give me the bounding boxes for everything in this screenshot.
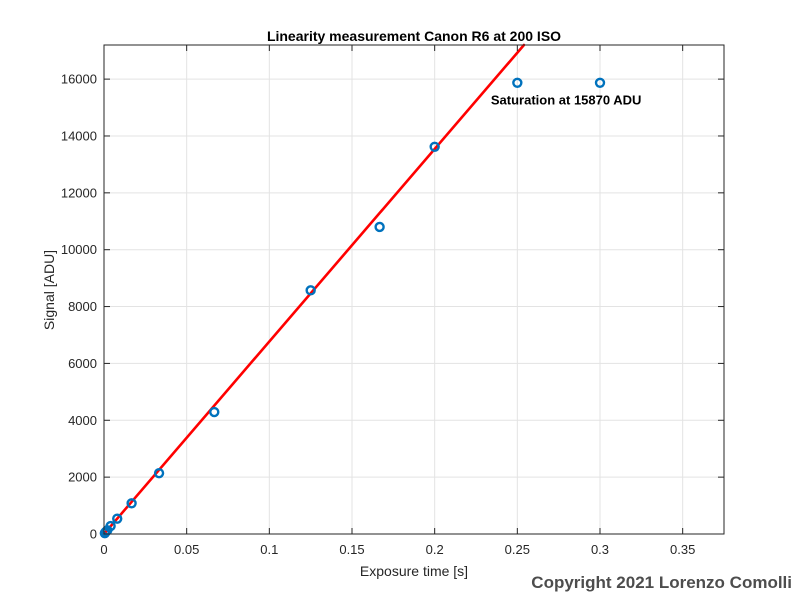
data-point (374, 221, 385, 233)
x-tick-label: 0.35 (670, 542, 695, 557)
x-tick-label: 0 (100, 542, 107, 557)
x-tick-label: 0.25 (505, 542, 530, 557)
x-axis-label: Exposure time [s] (360, 563, 468, 579)
plot-background (104, 45, 724, 534)
y-tick-label: 8000 (68, 299, 97, 314)
x-tick-label: 0.15 (339, 542, 364, 557)
data-point (512, 77, 523, 89)
y-tick-label: 0 (90, 527, 97, 542)
y-axis-ticks: 0 2000 4000 6000 8000 10000 12000 14000 16000 (61, 72, 724, 542)
y-tick-label: 14000 (61, 128, 97, 143)
y-tick-label: 2000 (68, 470, 97, 485)
x-tick-label: 0.3 (591, 542, 609, 557)
y-tick-label: 6000 (68, 356, 97, 371)
x-tick-label: 0.05 (174, 542, 199, 557)
copyright-watermark: Copyright 2021 Lorenzo Comolli (531, 573, 792, 592)
x-tick-label: 0.2 (426, 542, 444, 557)
data-point (209, 406, 220, 418)
data-point (429, 141, 440, 152)
x-tick-label: 0.1 (260, 542, 278, 557)
data-point (100, 526, 111, 538)
y-axis-label: Signal [ADU] (41, 250, 57, 330)
data-point (112, 513, 123, 524)
y-tick-label: 16000 (61, 72, 97, 87)
x-axis-ticks: 0 0.05 0.1 0.15 0.2 0.25 0.3 0.35 (100, 45, 695, 557)
data-point (153, 467, 165, 479)
y-tick-label: 4000 (68, 413, 97, 428)
data-point (126, 498, 137, 509)
y-tick-label: 10000 (61, 242, 97, 257)
data-point (105, 520, 116, 532)
plot-frame (103, 44, 725, 535)
y-tick-label: 12000 (61, 185, 97, 200)
data-point (305, 285, 316, 296)
chart-title: Linearity measurement Canon R6 at 200 IS… (267, 28, 561, 44)
saturation-annotation: Saturation at 15870 ADU (491, 93, 642, 108)
data-point (594, 77, 606, 89)
data-points-layer (99, 77, 606, 539)
